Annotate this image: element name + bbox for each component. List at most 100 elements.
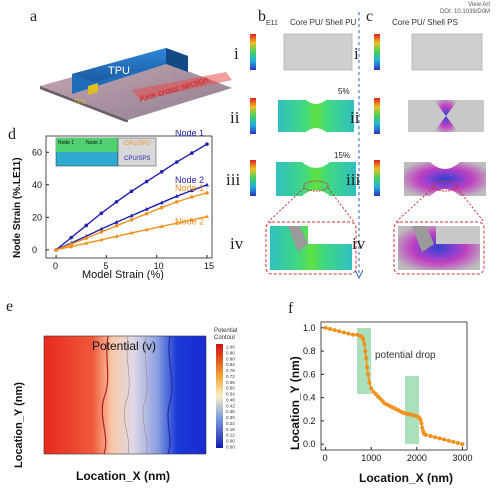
pct-5: 5% bbox=[338, 87, 350, 96]
chart-f-series-line bbox=[325, 327, 463, 445]
mesh-b-iii bbox=[276, 162, 356, 196]
contour-mid bbox=[124, 335, 130, 455]
panel-b-label: b bbox=[258, 8, 266, 25]
chart-e-title: Potential (v) bbox=[92, 339, 156, 353]
chart-d-point bbox=[174, 220, 179, 225]
inset-node1: Node 1 bbox=[58, 140, 74, 146]
chart-f-point bbox=[420, 425, 425, 430]
panel-b-row-i: i bbox=[234, 44, 239, 63]
panel-a-label: a bbox=[30, 8, 38, 25]
chart-d-point bbox=[69, 242, 73, 246]
chart-f-point bbox=[365, 372, 370, 377]
chart-f-point bbox=[455, 441, 460, 446]
chart-d-point bbox=[205, 142, 209, 146]
panel-c-row-ii: ii bbox=[350, 108, 360, 127]
panel-a-illustration: TPU TPS Axis cross section bbox=[40, 48, 232, 122]
potential-colorbar-tick: 0.54 bbox=[226, 392, 235, 397]
chart-d-point bbox=[190, 151, 194, 155]
chart-f-ytick-label: 0.8 bbox=[303, 346, 316, 356]
potential-colorbar-tick: 0.84 bbox=[226, 362, 235, 367]
inset-legend-ps: CPU/SPS bbox=[124, 156, 150, 162]
chart-d-point bbox=[99, 237, 104, 242]
panel-c-title: Core PU/ Shell PS bbox=[392, 18, 458, 27]
chart-f-point bbox=[337, 329, 342, 334]
chart-e-xlabel: Location_X (nm) bbox=[76, 469, 170, 483]
chart-d-xtick-label: 0 bbox=[53, 261, 58, 271]
chart-d-point bbox=[174, 193, 179, 198]
potential-colorbar-tick: 0.66 bbox=[226, 380, 235, 385]
chart-d-point bbox=[69, 235, 73, 240]
panel-divider bbox=[355, 12, 363, 280]
chart-f-ylabel: Location_Y (nm) bbox=[288, 356, 302, 450]
chart-f-ytick-label: 1.0 bbox=[303, 323, 316, 333]
chart-f-point bbox=[364, 356, 369, 361]
chart-d-series-label: Node 1 bbox=[175, 130, 204, 138]
chart-d-point bbox=[129, 230, 134, 235]
chart-d-frame bbox=[45, 135, 213, 259]
cross-section-ribbon bbox=[132, 72, 232, 100]
chart-d-point bbox=[159, 169, 164, 174]
tps-label: TPS bbox=[74, 100, 86, 106]
potential-legend-sub: Contour bbox=[214, 335, 235, 341]
legend-c-i bbox=[374, 34, 380, 70]
chart-d-series-label: Node 2 bbox=[175, 217, 204, 227]
chart-e: Location_Y (nm) Location_X (nm) Potentia… bbox=[13, 328, 237, 483]
chart-f-point bbox=[346, 331, 351, 336]
potential-colorbar-tick: 0.90 bbox=[226, 356, 235, 361]
potential-colorbar-tick: 0.42 bbox=[226, 403, 235, 408]
chart-f-point bbox=[365, 365, 370, 370]
potential-colorbar-tick: 0.96 bbox=[226, 350, 235, 355]
panel-b-row-iii: iii bbox=[226, 170, 241, 189]
potential-drop-label: potential drop bbox=[375, 350, 436, 361]
inset-node2: Node 2 bbox=[86, 140, 102, 146]
mesh-b-i bbox=[283, 33, 353, 71]
potential-colorbar-tick: 0.48 bbox=[226, 397, 235, 402]
panel-f-label: f bbox=[288, 300, 294, 317]
mesh-c-i bbox=[411, 33, 483, 71]
panel-b-row-iv: iv bbox=[230, 234, 244, 253]
panel-c-row-i: i bbox=[354, 44, 359, 63]
chart-f-point bbox=[367, 380, 372, 385]
tpu-block-side bbox=[166, 48, 188, 72]
potential-colorbar-tick: 0.78 bbox=[226, 368, 235, 373]
chart-d-point bbox=[84, 240, 89, 245]
contour-mid2 bbox=[142, 335, 148, 455]
chart-d-xtick-label: 5 bbox=[103, 261, 108, 271]
contour-right bbox=[167, 335, 173, 455]
chart-f-point bbox=[328, 326, 333, 331]
chart-d-point bbox=[99, 226, 104, 231]
chart-d-point bbox=[189, 188, 194, 193]
chart-d: Node Strain (%.LE11) Model Strain (%) 0 5… bbox=[12, 130, 214, 280]
base-plate-edge bbox=[40, 86, 128, 122]
pct-15: 15% bbox=[334, 151, 350, 160]
potential-colorbar-tick: 0.72 bbox=[226, 374, 235, 379]
chart-d-point bbox=[159, 200, 164, 205]
chart-f-point bbox=[332, 328, 337, 333]
chart-f-ytick-label: 0.4 bbox=[303, 393, 316, 403]
legend-c-iii bbox=[374, 160, 380, 196]
chart-f-point bbox=[363, 349, 368, 354]
chart-d-point bbox=[84, 223, 89, 228]
chart-d-point bbox=[114, 223, 119, 228]
chart-f-ytick-label: 0.2 bbox=[303, 416, 316, 426]
chart-d-inset: Node 1 Node 2 CPU/SPU CPU/SPS bbox=[55, 137, 157, 167]
doi-line-2: DOI: 10.1039/D0M bbox=[440, 9, 491, 15]
chart-f-point bbox=[323, 325, 328, 330]
chart-f-point bbox=[341, 330, 346, 335]
chart-e-ylabel: Location_Y (nm) bbox=[13, 382, 25, 468]
panel-e-label: e bbox=[6, 298, 14, 315]
potential-colorbar-tick: 0.30 bbox=[226, 415, 235, 420]
panel-d-label: d bbox=[8, 126, 16, 143]
chart-f-ytick-label: 0.0 bbox=[303, 439, 316, 449]
chart-d-point bbox=[114, 220, 119, 224]
chart-d-point bbox=[114, 234, 119, 238]
chart-d-point bbox=[204, 214, 209, 219]
chart-d-point bbox=[159, 224, 164, 229]
panel-c-label: c bbox=[366, 8, 374, 25]
heatmap-plot-area bbox=[43, 335, 207, 455]
chart-d-point bbox=[99, 211, 104, 216]
tpu-block-top bbox=[72, 48, 188, 82]
chart-d-point bbox=[114, 200, 119, 204]
chart-d-point bbox=[84, 236, 89, 240]
chart-d-xlabel: Model Strain (%) bbox=[82, 269, 164, 280]
